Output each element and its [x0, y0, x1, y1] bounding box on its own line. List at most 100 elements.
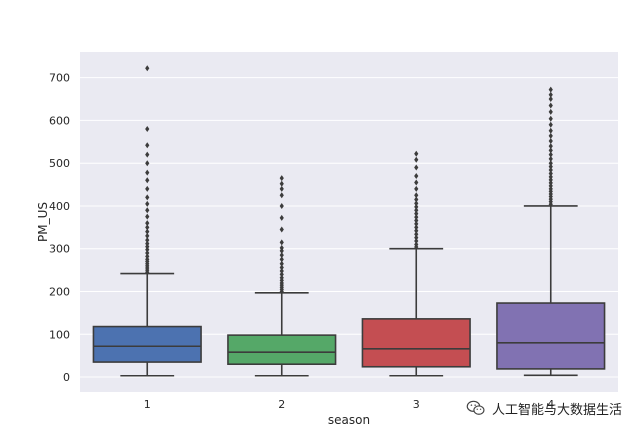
outlier-point [279, 180, 284, 187]
outlier-point [414, 196, 419, 203]
y-tick-label: 500 [49, 157, 70, 170]
outlier-point [548, 137, 553, 144]
outlier-point [145, 194, 150, 201]
outlier-point [145, 213, 150, 220]
outlier-point [548, 160, 553, 167]
outlier-point [548, 121, 553, 128]
y-tick-label: 100 [49, 328, 70, 341]
outlier-point [279, 192, 284, 199]
y-tick-label: 300 [49, 243, 70, 256]
outlier-point [145, 232, 150, 239]
outlier-point [548, 86, 553, 93]
outlier-point [548, 151, 553, 158]
box-2 [227, 334, 337, 366]
outlier-point [279, 267, 284, 274]
outlier-point [279, 274, 284, 281]
outlier-point [414, 227, 419, 234]
outlier-point [279, 175, 284, 182]
outlier-point [145, 160, 150, 167]
x-tick-label: 1 [144, 398, 151, 411]
outlier-point [414, 164, 419, 171]
outlier-point [548, 155, 553, 162]
y-tick-label: 0 [63, 371, 70, 384]
outlier-point [279, 252, 284, 259]
y-tick-label: 400 [49, 200, 70, 213]
outlier-point [145, 200, 150, 207]
outlier-point [414, 234, 419, 241]
outlier-point [279, 202, 284, 209]
outlier-point [279, 226, 284, 233]
outlier-point [279, 214, 284, 221]
outlier-point [279, 264, 284, 271]
outlier-point [414, 207, 419, 214]
x-axis-label: season [328, 413, 370, 427]
watermark-text: 人工智能与大数据生活 [491, 402, 622, 418]
outlier-point [414, 241, 419, 248]
outlier-point [145, 169, 150, 176]
outlier-point [548, 96, 553, 103]
box-series [92, 65, 606, 377]
outlier-point [548, 167, 553, 174]
box-3 [361, 318, 471, 368]
y-tick-label: 600 [49, 114, 70, 127]
outlier-point [548, 147, 553, 154]
outlier-point [414, 220, 419, 227]
outlier-point [548, 102, 553, 109]
outlier-point [145, 207, 150, 214]
outlier-point [414, 185, 419, 192]
x-tick-label: 3 [413, 398, 420, 411]
outlier-point [279, 185, 284, 192]
outlier-point [414, 217, 419, 224]
outlier-point [414, 224, 419, 231]
outlier-point [414, 203, 419, 210]
y-axis-label: PM_US [36, 202, 50, 242]
outlier-point [414, 150, 419, 157]
x-tick-label: 4 [547, 398, 554, 411]
outlier-point [145, 237, 150, 244]
outlier-point [145, 253, 150, 260]
watermark: 人工智能与大数据生活 [466, 398, 622, 418]
outlier-point [279, 271, 284, 278]
x-tick-labels: 1 2 3 4 [144, 398, 555, 411]
y-tick-label: 700 [49, 72, 70, 85]
outlier-point [279, 244, 284, 251]
outlier-point [548, 173, 553, 180]
outlier-point [145, 125, 150, 132]
outlier-point [414, 238, 419, 245]
y-tick-labels: 0 100 200 300 400 500 600 700 [49, 72, 70, 384]
outlier-point [414, 179, 419, 186]
x-tick-label: 2 [278, 398, 285, 411]
box-4 [496, 302, 606, 370]
outlier-point [145, 151, 150, 158]
outlier-point [414, 192, 419, 199]
outlier-point [548, 127, 553, 134]
outlier-point [414, 200, 419, 207]
outlier-point [145, 177, 150, 184]
outlier-point [414, 173, 419, 180]
outlier-point [279, 260, 284, 267]
outlier-point [548, 163, 553, 170]
outlier-point [279, 256, 284, 263]
outlier-point [414, 214, 419, 221]
outlier-point [548, 108, 553, 115]
outlier-point [145, 142, 150, 149]
wechat-icon [466, 400, 485, 415]
outlier-point [548, 132, 553, 139]
outlier-point [145, 185, 150, 192]
outlier-point [414, 210, 419, 217]
outlier-point [548, 91, 553, 98]
box-1 [92, 325, 202, 363]
outlier-point [145, 240, 150, 247]
outlier-point [145, 228, 150, 235]
outlier-point [145, 224, 150, 231]
outlier-point [548, 115, 553, 122]
outlier-point [145, 250, 150, 257]
outlier-point [548, 170, 553, 177]
outlier-point [145, 220, 150, 227]
outlier-point [414, 156, 419, 163]
outlier-point [414, 231, 419, 238]
outlier-point [279, 239, 284, 246]
outlier-point [145, 65, 150, 72]
y-tick-label: 200 [49, 285, 70, 298]
